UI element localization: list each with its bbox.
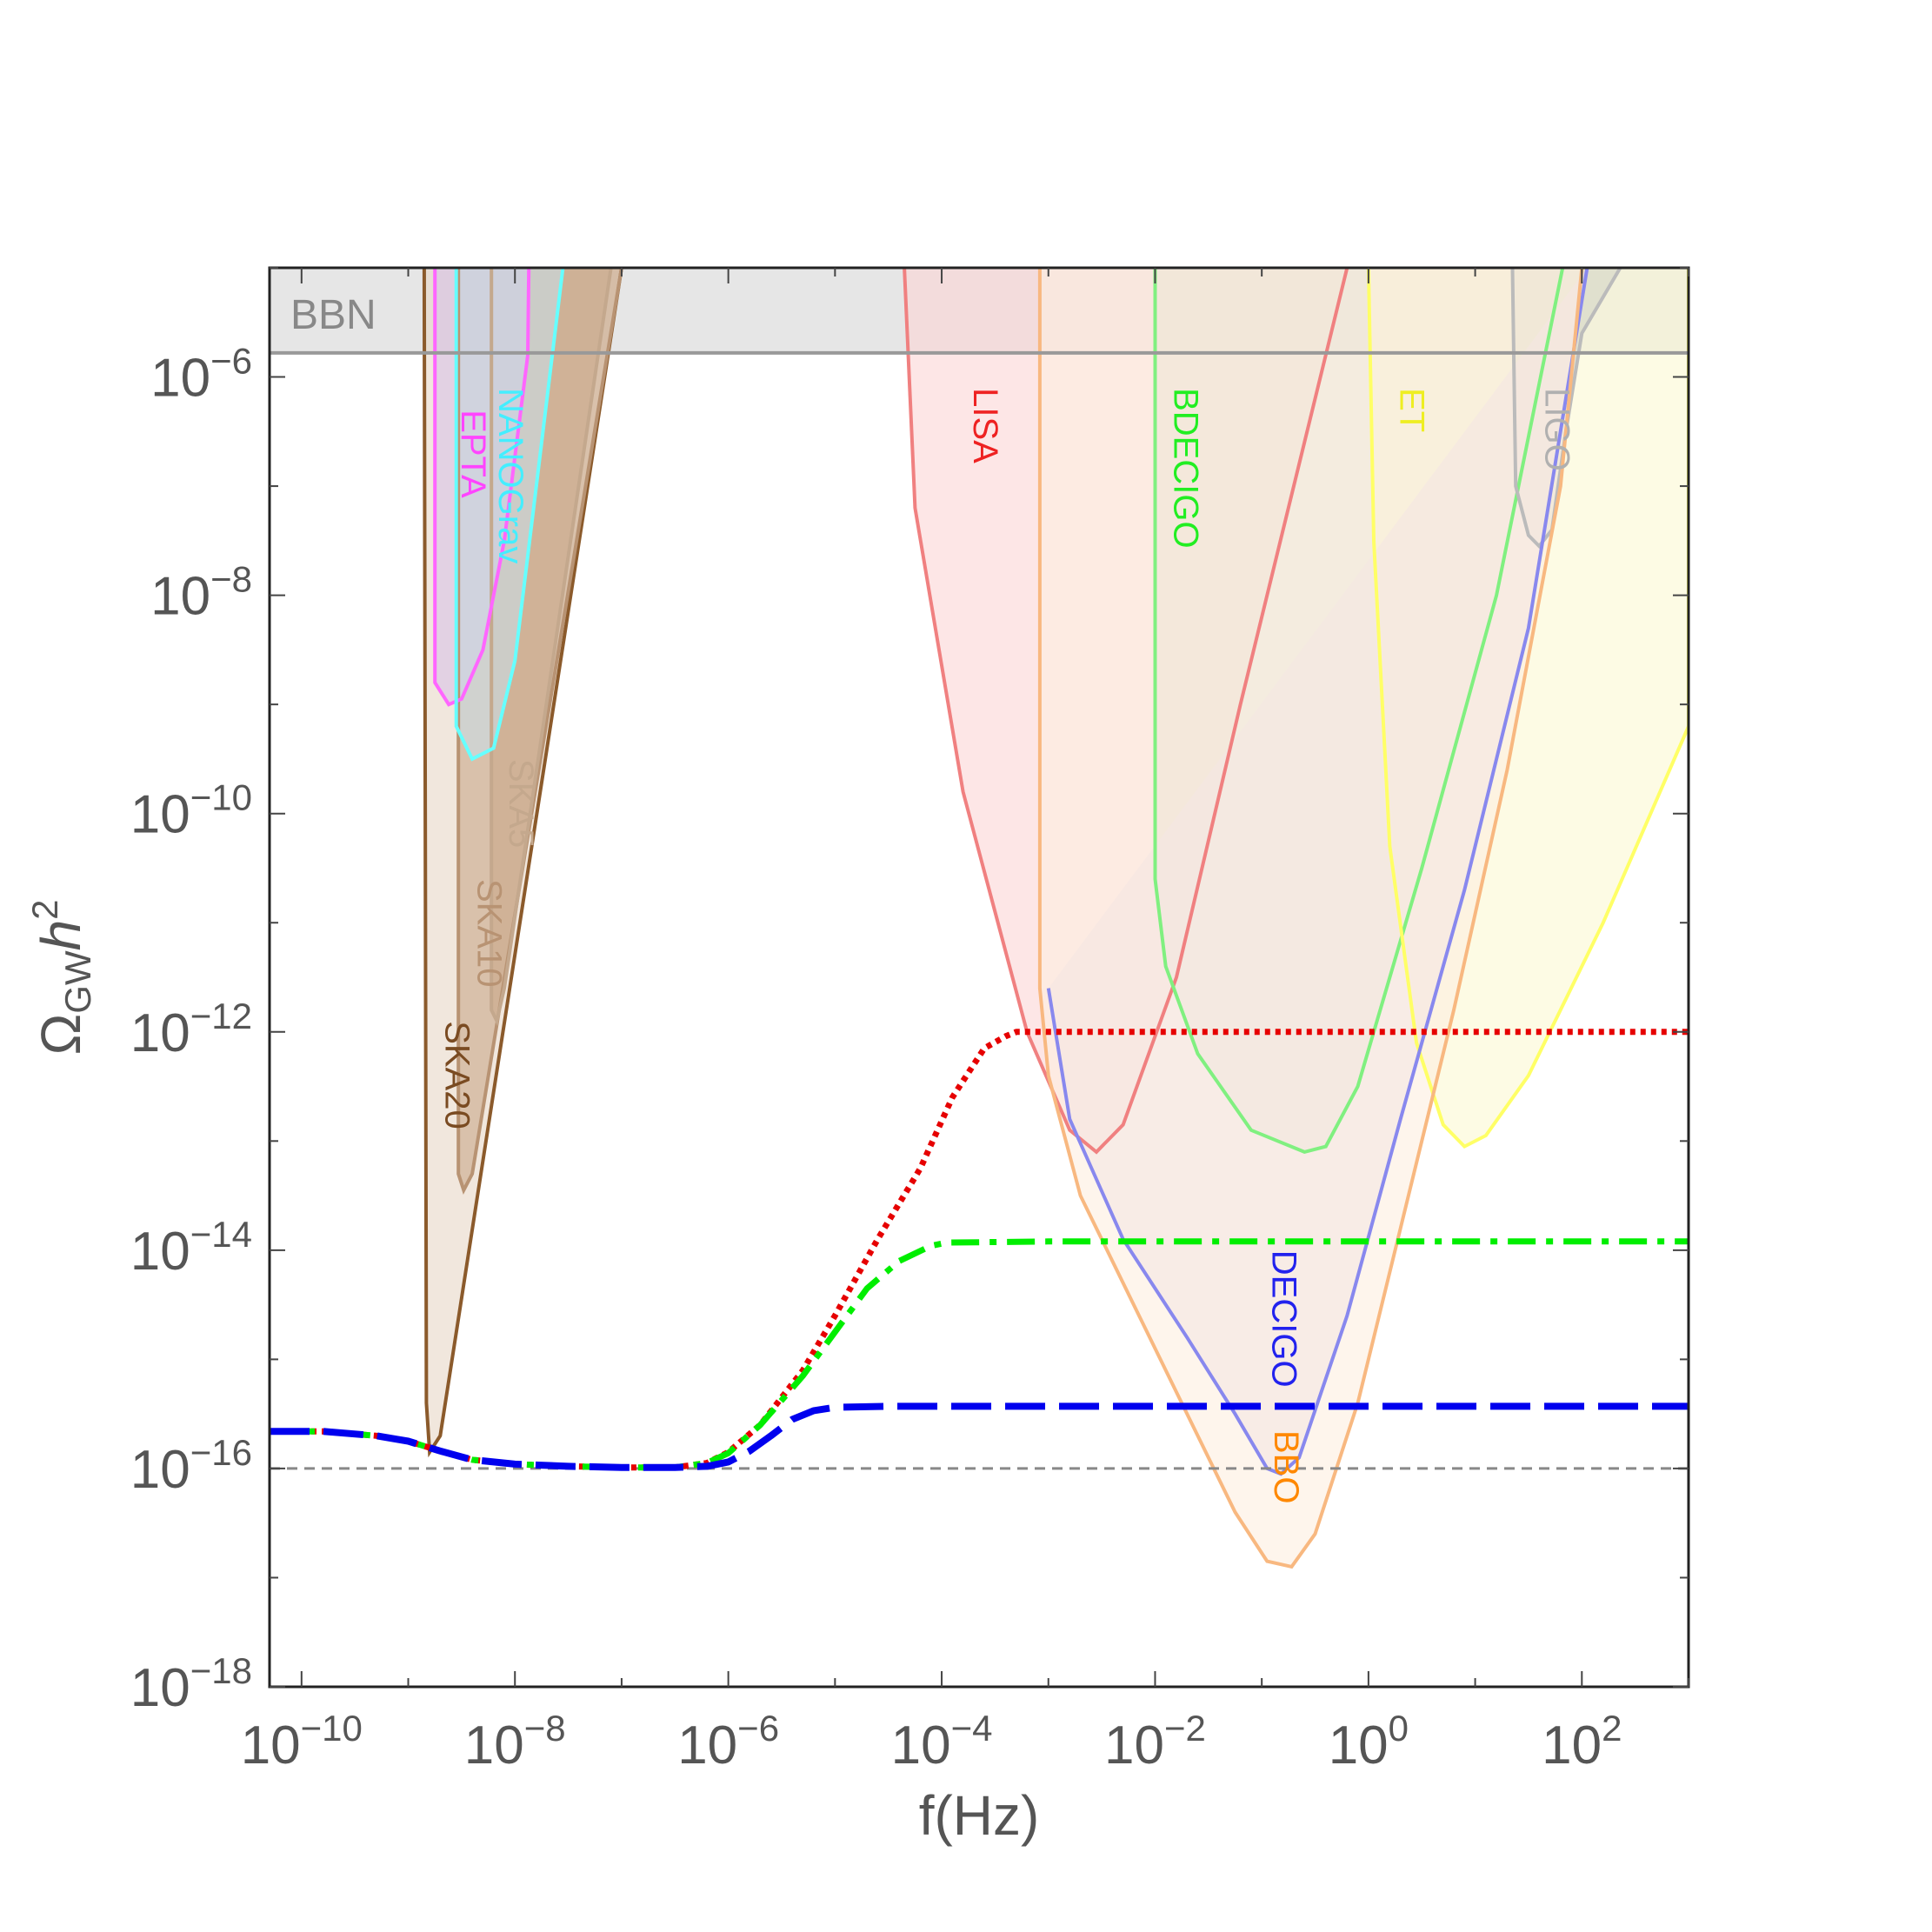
epta-label: EPTA [454,410,492,498]
ska5-outline [490,268,613,1027]
y-tick-label: 10−16 [130,1432,252,1500]
y-tick-label: 10−18 [130,1650,252,1718]
nanograv-outline [454,268,565,762]
y-axis-title: ΩGWh2 [24,899,98,1055]
nanograv-label: NANOGrav [491,388,530,563]
ska10-label: SKA10 [470,879,508,988]
bbo-outline [1037,268,1584,1569]
x-tick-label: 10−2 [1104,1708,1206,1775]
axes: 10−10 10−8 10−6 10−4 10−2 100 102 10−18 10−16 10−… [130,266,1690,1775]
x-tick-label: 10−6 [677,1708,779,1775]
y-tick-label: 10−8 [150,559,252,627]
lisa-label: LISA [966,388,1004,463]
y-tick-label: 10−10 [130,777,252,845]
ska20-label: SKA20 [438,1021,476,1129]
ligo-outline [1510,268,1622,550]
x-tick-label: 10−8 [464,1708,566,1775]
bbn-label: BBN [290,292,376,338]
bbo-label: BBO [1267,1430,1305,1503]
x-tick-label: 10−4 [891,1708,993,1775]
nanograv-region [456,268,563,759]
ska20-outline [422,268,623,1458]
y-tick-label: 10−14 [130,1214,252,1282]
decigo-label: DECIGO [1264,1250,1302,1388]
x-tick-label: 100 [1329,1708,1409,1775]
epta-outline [433,268,531,707]
series-line-dashdot [270,1238,1689,1471]
ligo-label: LIGO [1538,388,1576,471]
lisa-outline [903,268,1349,1155]
et-label: ET [1393,388,1431,432]
svg-text:ΩGWh2: ΩGWh2 [24,899,98,1055]
y-axis-title-sub: GW [57,950,98,1014]
y-tick-label: 10−12 [130,996,252,1063]
y-axis-title-exp: 2 [24,899,65,919]
x-axis-title: f(Hz) [919,1784,1040,1847]
plot-area [270,268,1689,1569]
x-tick-label: 10−10 [241,1708,363,1775]
et-outline [1366,268,1689,1149]
bdecigo-label: BDECIGO [1167,388,1205,548]
series-line-dashed [270,1402,1689,1471]
plot-frame [268,266,1690,1689]
x-tick-label: 102 [1542,1708,1622,1775]
y-axis-title-omega: Ω [30,1014,92,1056]
y-axis-title-h: h [30,920,92,951]
y-tick-label: 10−6 [150,341,252,409]
bdecigo-outline [1153,268,1565,1155]
ska5-label: SKA5 [502,759,540,848]
